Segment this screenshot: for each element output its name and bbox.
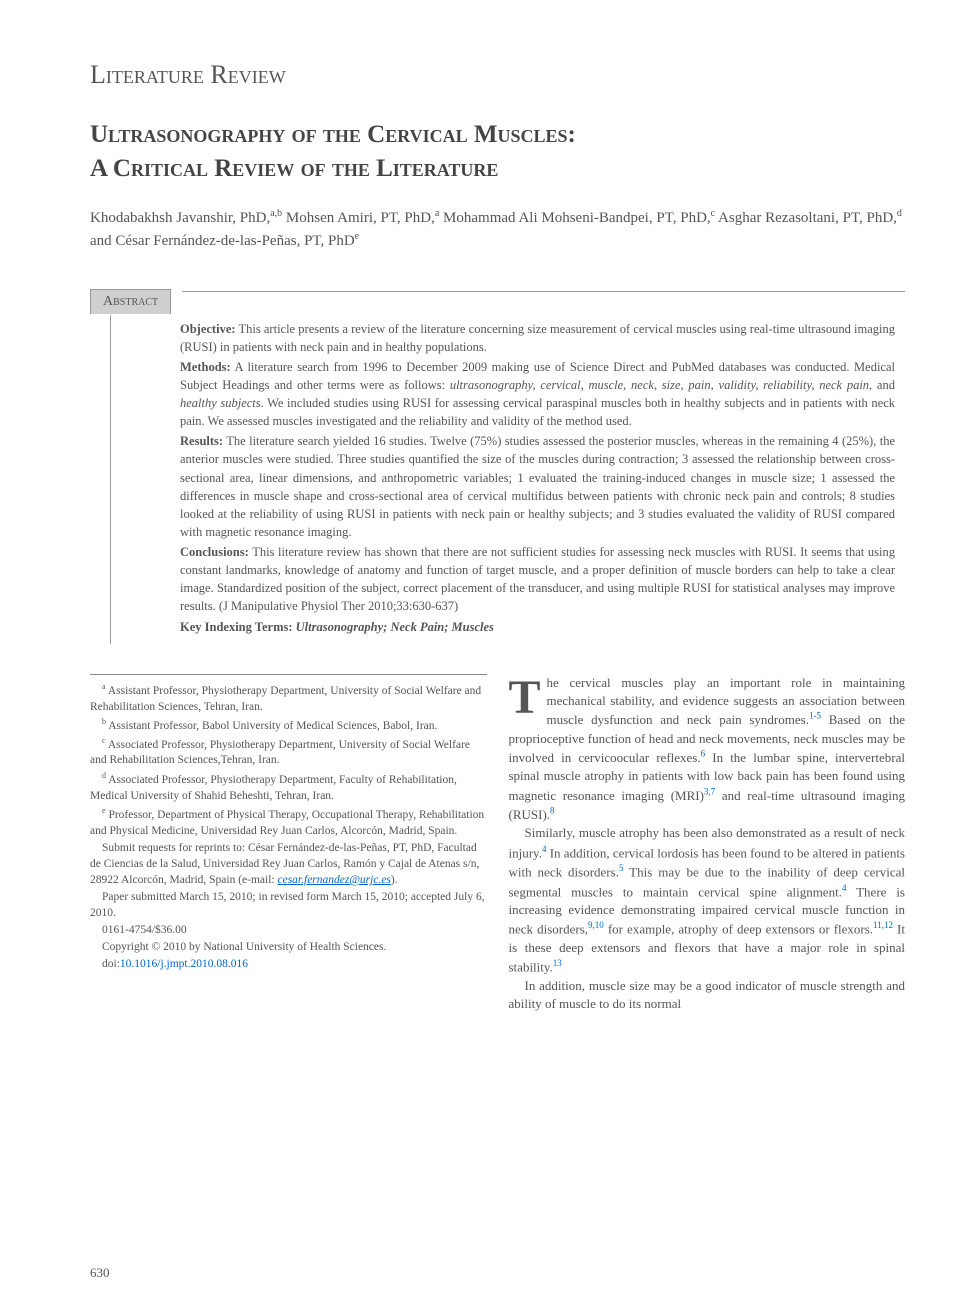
title-line-2: A Critical Review of the Literature xyxy=(90,155,498,182)
objective-label: Objective: xyxy=(180,322,236,336)
body-p1: The cervical muscles play an important r… xyxy=(509,674,906,825)
body-p2: Similarly, muscle atrophy has been also … xyxy=(509,824,906,976)
key-terms-label: Key Indexing Terms: xyxy=(180,620,293,634)
two-column-region: a Assistant Professor, Physiotherapy Dep… xyxy=(90,674,905,1013)
methods-terms2: healthy subjects xyxy=(180,396,261,410)
conclusions-label: Conclusions: xyxy=(180,545,249,559)
doi-label: doi: xyxy=(102,958,120,970)
abstract-left-rule xyxy=(110,315,111,644)
results-label: Results: xyxy=(180,434,223,448)
affil-d: Associated Professor, Physiotherapy Depa… xyxy=(90,773,457,801)
reprint-post: ). xyxy=(391,874,398,886)
corresponding-email-link[interactable]: cesar.fernandez@urjc.es xyxy=(277,874,390,886)
copyright-text: Copyright © 2010 by National University … xyxy=(90,939,487,955)
conclusions-text: This literature review has shown that th… xyxy=(180,545,895,613)
methods-terms: ultrasonography, cervical, muscle, neck,… xyxy=(450,378,872,392)
methods-and: and xyxy=(872,378,895,392)
doi-link[interactable]: 10.1016/j.jmpt.2010.08.016 xyxy=(120,958,248,970)
methods-post: . We included studies using RUSI for ass… xyxy=(180,396,895,428)
body-column: The cervical muscles play an important r… xyxy=(509,674,906,1013)
author-list: Khodabakhsh Javanshir, PhD,a,b Mohsen Am… xyxy=(90,206,905,253)
body-p3: In addition, muscle size may be a good i… xyxy=(509,977,906,1013)
results-text: The literature search yielded 16 studies… xyxy=(180,434,895,539)
article-title: Ultrasonography of the Cervical Muscles:… xyxy=(90,118,905,186)
body-p1-text: he cervical muscles play an important ro… xyxy=(509,675,906,823)
affil-b: Assistant Professor, Babol University of… xyxy=(108,719,437,731)
methods-label: Methods: xyxy=(180,360,231,374)
affil-e: Professor, Department of Physical Therap… xyxy=(90,808,484,836)
abstract-box: Abstract Objective: This article present… xyxy=(170,291,905,644)
abstract-tab-label: Abstract xyxy=(90,289,171,314)
dropcap-letter: T xyxy=(509,674,547,719)
affiliations-column: a Assistant Professor, Physiotherapy Dep… xyxy=(90,674,487,1013)
title-line-1: Ultrasonography of the Cervical Muscles: xyxy=(90,121,576,148)
issn-text: 0161-4754/$36.00 xyxy=(90,922,487,938)
submission-dates: Paper submitted March 15, 2010; in revis… xyxy=(90,889,487,921)
page-number: 630 xyxy=(90,1265,110,1281)
abstract-content: Objective: This article presents a revie… xyxy=(170,292,905,644)
affil-a: Assistant Professor, Physiotherapy Depar… xyxy=(90,684,481,712)
section-heading: Literature Review xyxy=(90,60,905,90)
affil-c: Associated Professor, Physiotherapy Depa… xyxy=(90,738,470,766)
key-terms-text: Ultrasonography; Neck Pain; Muscles xyxy=(293,620,494,634)
objective-text: This article presents a review of the li… xyxy=(180,322,895,354)
